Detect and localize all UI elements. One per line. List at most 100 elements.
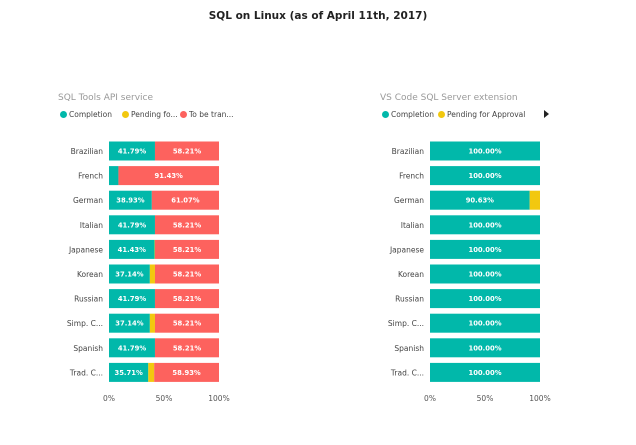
data-label: 38.93% — [116, 197, 144, 205]
chart-sql-tools-api-service: SQL Tools API service Completion Pending f… — [58, 93, 234, 403]
bar-segment-completion[interactable] — [109, 239, 155, 259]
category-label: French — [78, 172, 103, 181]
data-label: 100.00% — [468, 344, 501, 352]
data-label: 35.71% — [114, 369, 142, 377]
bar-segment-completion[interactable] — [109, 166, 119, 186]
data-label: 100.00% — [468, 271, 501, 279]
data-label: 58.21% — [173, 246, 201, 254]
data-label: 91.43% — [155, 172, 183, 180]
bar-segment-pending-for-approval[interactable] — [149, 264, 155, 284]
data-label: 100.00% — [468, 172, 501, 180]
bar-segment-pending-for-approval[interactable] — [148, 362, 155, 382]
bar-segment-to-be-translated[interactable] — [151, 190, 219, 210]
bar-segment-to-be-translated[interactable] — [154, 362, 219, 382]
bar-segment-pending-for-approval[interactable] — [149, 313, 155, 333]
bar-segment-completion[interactable] — [109, 289, 155, 309]
data-label: 58.21% — [173, 221, 201, 229]
category-label: Trad. C... — [69, 368, 103, 377]
category-label: Japanese — [389, 245, 424, 254]
bar-segment-completion[interactable] — [430, 338, 540, 358]
category-label: Italian — [401, 221, 425, 230]
chart-title: SQL Tools API service — [58, 93, 154, 103]
data-label: 58.93% — [172, 369, 200, 377]
data-label: 58.21% — [173, 320, 201, 328]
x-tick-label: 100% — [529, 394, 550, 403]
data-label: 100.00% — [468, 221, 501, 229]
legend-label-pending-for-approval: Pending fo... — [131, 110, 178, 119]
data-label: 37.14% — [115, 271, 143, 279]
bar-segment-to-be-translated[interactable] — [154, 239, 219, 259]
bar-segment-completion[interactable] — [109, 215, 155, 235]
bar-segment-completion[interactable] — [109, 362, 149, 382]
data-label: 100.00% — [468, 369, 501, 377]
category-label: Japanese — [68, 245, 103, 254]
bar-segment-completion[interactable] — [430, 166, 540, 186]
data-label: 100.00% — [468, 148, 501, 156]
legend-label-completion: Completion — [391, 110, 434, 119]
data-label: 41.43% — [118, 246, 146, 254]
category-label: Spanish — [394, 344, 424, 353]
x-tick-label: 0% — [424, 394, 436, 403]
bar-segment-pending-for-approval[interactable] — [529, 190, 540, 210]
legend-label-to-be-translated: To be tran... — [188, 110, 234, 119]
data-label: 41.79% — [118, 221, 146, 229]
chart-title: VS Code SQL Server extension — [380, 93, 518, 103]
data-label: 41.79% — [118, 148, 146, 156]
legend-label-completion: Completion — [69, 110, 112, 119]
data-label: 41.79% — [118, 344, 146, 352]
bar-segment-completion[interactable] — [430, 264, 540, 284]
bar-segment-to-be-translated[interactable] — [154, 313, 219, 333]
data-label: 58.21% — [173, 344, 201, 352]
legend-marker-completion — [382, 111, 389, 118]
legend-marker-completion — [60, 111, 67, 118]
category-label: Simp. C... — [388, 319, 424, 328]
category-label: German — [73, 196, 103, 205]
legend-label-pending-for-approval: Pending for Approval — [447, 110, 525, 119]
bar-segment-completion[interactable] — [109, 141, 155, 161]
chart-vscode-sql-server-extension: VS Code SQL Server extension Completion Pe… — [380, 93, 551, 403]
data-label: 100.00% — [468, 246, 501, 254]
x-tick-label: 50% — [477, 394, 494, 403]
data-label: 58.21% — [173, 271, 201, 279]
data-label: 90.63% — [466, 197, 494, 205]
category-label: Russian — [395, 295, 424, 304]
data-label: 100.00% — [468, 295, 501, 303]
category-label: Brazilian — [71, 147, 104, 156]
bar-segment-completion[interactable] — [109, 264, 150, 284]
bar-segment-completion[interactable] — [430, 362, 540, 382]
data-label: 41.79% — [118, 295, 146, 303]
legend-marker-pending-for-approval — [122, 111, 129, 118]
bar-segment-to-be-translated[interactable] — [118, 166, 219, 186]
bar-segment-completion[interactable] — [430, 141, 540, 161]
bar-segment-completion[interactable] — [430, 313, 540, 333]
bar-segment-completion[interactable] — [109, 313, 150, 333]
data-label: 37.14% — [115, 320, 143, 328]
legend-marker-to-be-translated — [180, 111, 187, 118]
bar-segment-to-be-translated[interactable] — [154, 289, 219, 309]
category-label: Brazilian — [392, 147, 425, 156]
bar-segment-completion[interactable] — [430, 190, 530, 210]
category-label: Simp. C... — [67, 319, 103, 328]
bar-segment-completion[interactable] — [109, 190, 152, 210]
category-label: Italian — [80, 221, 104, 230]
category-label: Korean — [398, 270, 424, 279]
bar-segment-to-be-translated[interactable] — [154, 141, 219, 161]
page-title: SQL on Linux (as of April 11th, 2017) — [209, 10, 428, 22]
category-label: Russian — [74, 295, 103, 304]
category-label: German — [394, 196, 424, 205]
x-tick-label: 50% — [156, 394, 173, 403]
legend-next-arrow-icon[interactable] — [544, 110, 549, 118]
bar-segment-to-be-translated[interactable] — [154, 215, 219, 235]
data-label: 61.07% — [171, 197, 199, 205]
bar-segment-completion[interactable] — [430, 239, 540, 259]
category-label: French — [399, 172, 424, 181]
x-tick-label: 100% — [208, 394, 229, 403]
bar-segment-completion[interactable] — [430, 289, 540, 309]
bar-segment-to-be-translated[interactable] — [154, 264, 219, 284]
bar-segment-to-be-translated[interactable] — [154, 338, 219, 358]
bar-segment-completion[interactable] — [109, 338, 155, 358]
category-label: Trad. C... — [390, 368, 424, 377]
bar-segment-completion[interactable] — [430, 215, 540, 235]
data-label: 100.00% — [468, 320, 501, 328]
